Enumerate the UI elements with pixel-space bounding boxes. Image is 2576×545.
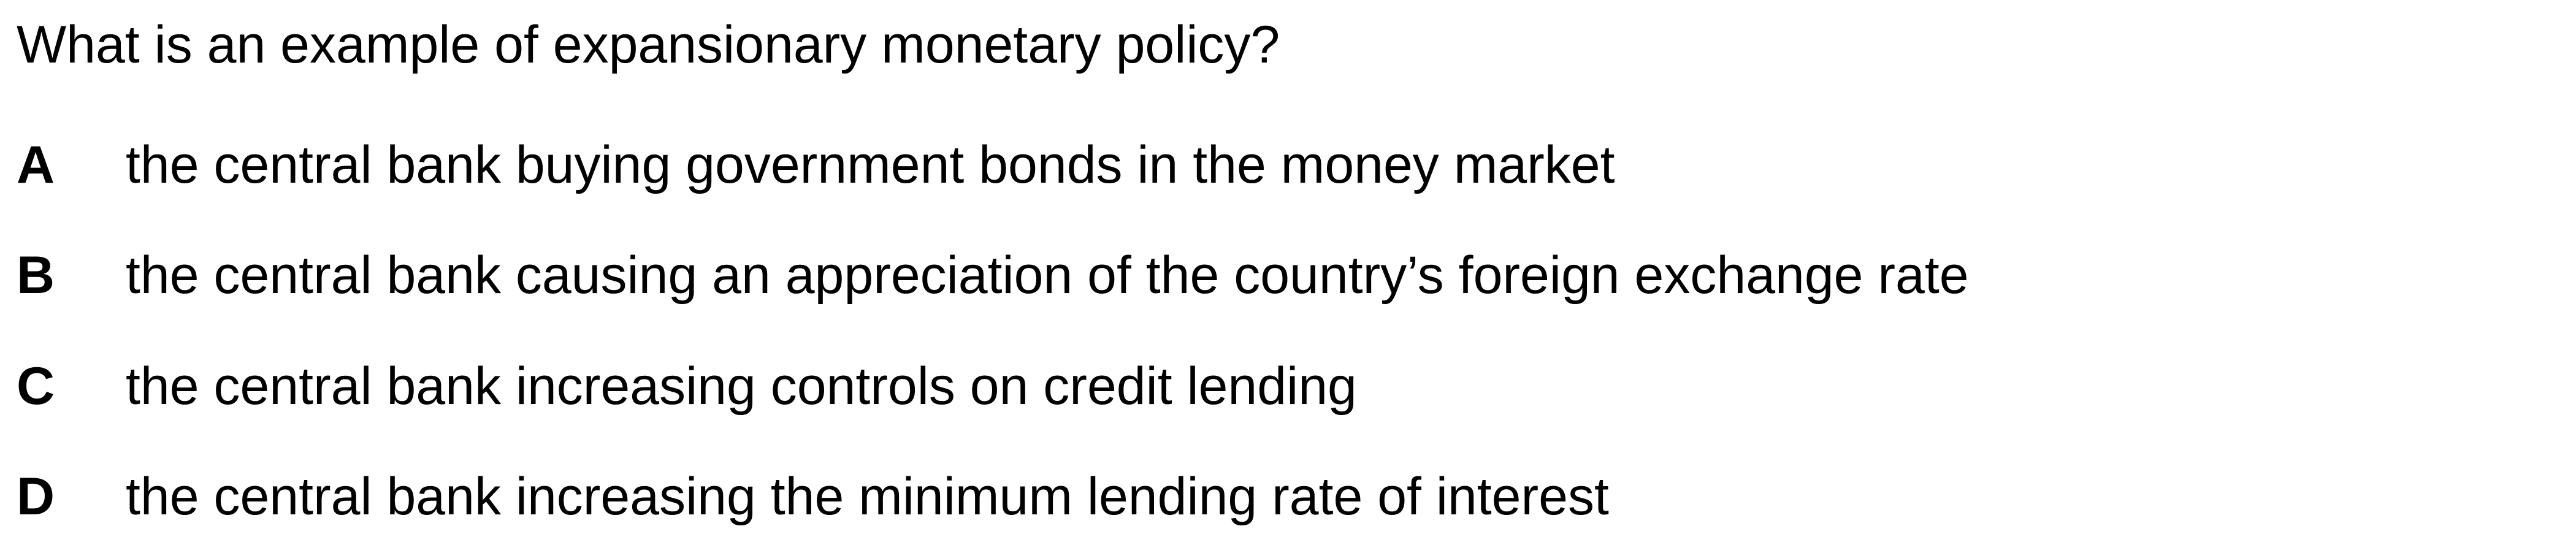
question-text: What is an example of expansionary monet…	[17, 15, 1280, 74]
option-letter: A	[17, 135, 55, 194]
option-text: the central bank causing an appreciation…	[126, 246, 1969, 305]
option-a: A the central bank buying government bon…	[17, 131, 2531, 199]
option-text: the central bank buying government bonds…	[126, 135, 1615, 194]
option-letter: C	[17, 357, 55, 416]
option-b: B the central bank causing an appreciati…	[17, 242, 2531, 309]
option-letter: B	[17, 246, 55, 305]
option-c: C the central bank increasing controls o…	[17, 353, 2531, 420]
option-d: D the central bank increasing the minimu…	[17, 463, 2531, 530]
option-text: the central bank increasing the minimum …	[126, 467, 1609, 526]
option-text: the central bank increasing controls on …	[126, 357, 1357, 416]
option-letter: D	[17, 467, 55, 526]
